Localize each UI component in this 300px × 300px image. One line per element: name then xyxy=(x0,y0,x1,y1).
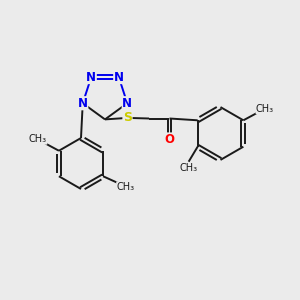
Text: N: N xyxy=(86,70,96,84)
Text: CH₃: CH₃ xyxy=(116,182,135,192)
Text: N: N xyxy=(114,70,124,84)
Text: N: N xyxy=(122,97,132,110)
Text: S: S xyxy=(123,111,132,124)
Text: O: O xyxy=(164,133,175,146)
Text: N: N xyxy=(78,97,88,110)
Text: CH₃: CH₃ xyxy=(29,134,47,144)
Text: CH₃: CH₃ xyxy=(256,104,274,114)
Text: CH₃: CH₃ xyxy=(180,163,198,173)
